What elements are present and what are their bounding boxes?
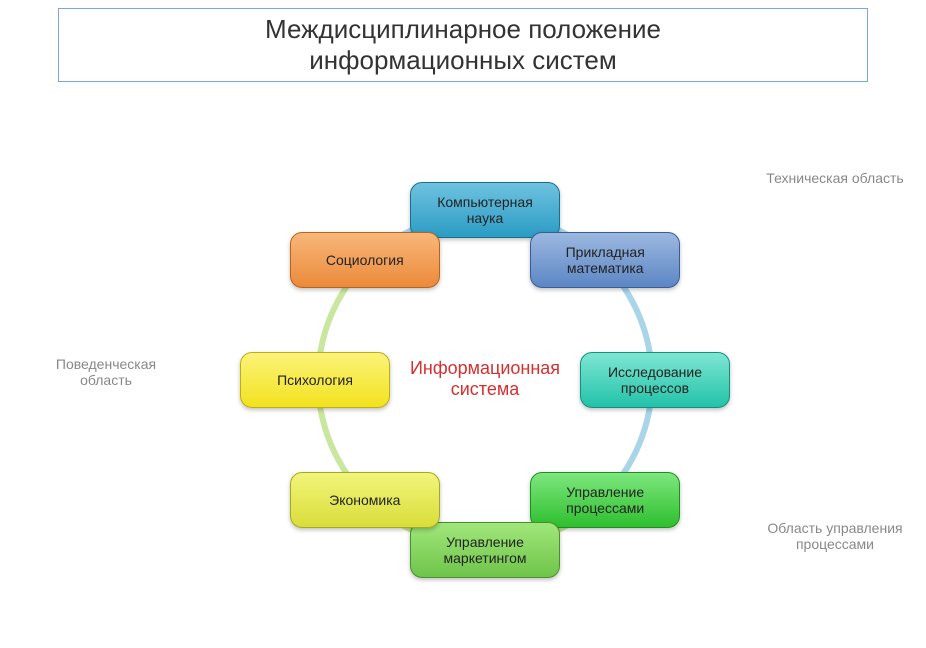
center-label: Информационная система xyxy=(385,358,585,400)
side-label-mgmt-line2: процессами xyxy=(740,536,926,552)
side-label-tech: Техническая область xyxy=(750,170,920,186)
node-label-socio: Социология xyxy=(326,252,404,268)
node-label-psych: Психология xyxy=(277,372,353,388)
node-label-econ: Экономика xyxy=(329,492,400,508)
side-label-mgmt-line1: Область управления xyxy=(740,520,926,536)
node-cs: Компьютерная наука xyxy=(410,182,560,238)
node-label-appmath: Прикладная математика xyxy=(537,244,673,276)
node-appmath: Прикладная математика xyxy=(530,232,680,288)
node-label-procmgmt: Управление процессами xyxy=(537,484,673,516)
side-label-mgmt: Область управления процессами xyxy=(740,520,926,552)
side-label-tech-text: Техническая область xyxy=(766,170,903,186)
side-label-behav-line1: Поведенческая xyxy=(26,356,186,372)
node-research: Исследование процессов xyxy=(580,352,730,408)
node-econ: Экономика xyxy=(290,472,440,528)
center-label-line1: Информационная xyxy=(385,358,585,379)
center-label-line2: система xyxy=(385,379,585,400)
side-label-behav: Поведенческая область xyxy=(26,356,186,388)
node-label-marketing: Управление маркетингом xyxy=(417,534,553,566)
node-socio: Социология xyxy=(290,232,440,288)
node-psych: Психология xyxy=(240,352,390,408)
node-label-cs: Компьютерная наука xyxy=(417,194,553,226)
side-label-behav-line2: область xyxy=(26,372,186,388)
node-label-research: Исследование процессов xyxy=(587,364,723,396)
node-marketing: Управление маркетингом xyxy=(410,522,560,578)
node-procmgmt: Управление процессами xyxy=(530,472,680,528)
